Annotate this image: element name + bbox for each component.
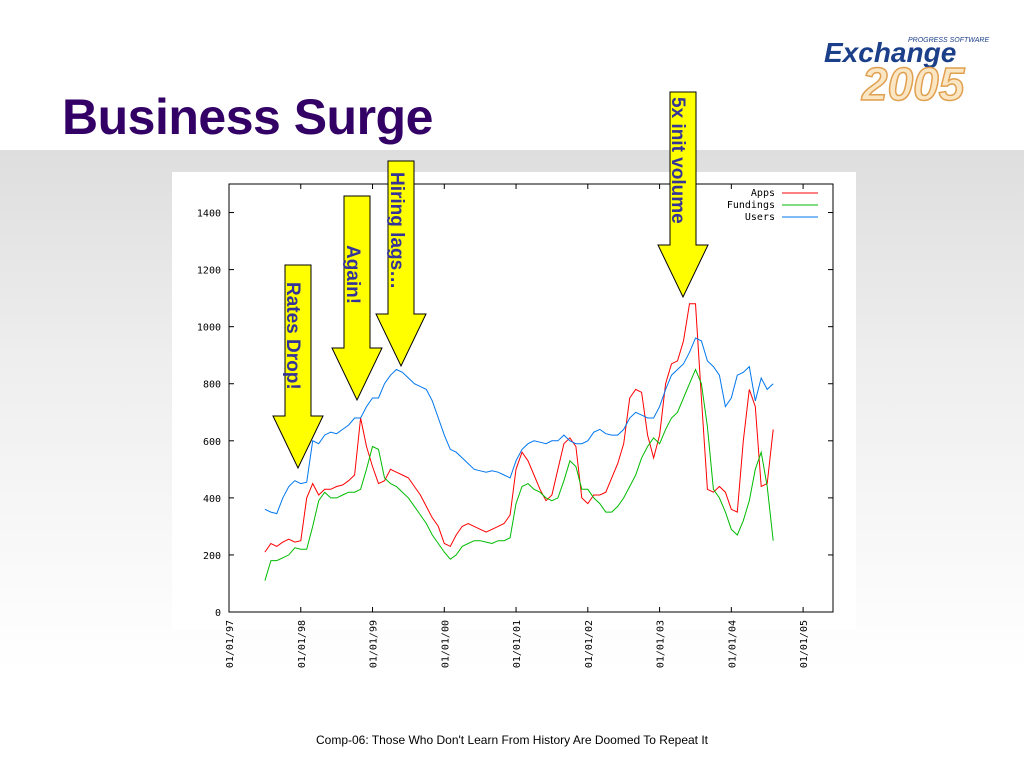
x-tick-label: 01/01/01 (512, 620, 523, 668)
x-tick-label: 01/01/99 (369, 620, 380, 668)
plot-frame (228, 183, 834, 613)
x-tick-label: 01/01/97 (225, 620, 236, 668)
annotation-label: Rates Drop! (282, 282, 303, 390)
annotation-label: Again! (342, 245, 363, 304)
annotation-arrow (375, 160, 427, 368)
x-tick-label: 01/01/02 (584, 620, 595, 668)
x-tick-label: 01/01/04 (727, 620, 738, 668)
y-tick-label: 1000 (197, 323, 221, 334)
annotation-label: Hiring lags… (386, 172, 407, 289)
x-tick-label: 01/01/03 (656, 620, 667, 668)
y-tick-label: 1200 (197, 266, 221, 277)
annotation-label: 5x init volume (667, 97, 688, 224)
logo-top-text: PROGRESS SOFTWARE (908, 37, 989, 44)
legend-label: Fundings (727, 200, 775, 211)
logo-year: 2005 (861, 58, 966, 103)
annotation-arrow (657, 91, 709, 299)
series-line-users (264, 337, 774, 515)
annotation-arrow (331, 195, 383, 402)
y-tick-label: 200 (203, 551, 221, 562)
y-tick-label: 800 (203, 380, 221, 391)
legend-label: Apps (751, 188, 775, 199)
logo-name: Exchange (824, 37, 956, 68)
chart-annotations: Rates Drop! Again! Hiring lags… 5x init vol… (272, 91, 709, 470)
chart-series (264, 303, 774, 581)
y-tick-label: 400 (203, 494, 221, 505)
chart-axes: 0 200 400 600 800 1000 1200 1400 01/01/97 01/01/9… (197, 183, 834, 668)
y-tick-label: 600 (203, 437, 221, 448)
y-tick-label: 0 (215, 608, 221, 619)
series-line-apps (264, 303, 774, 553)
slide-title: Business Surge (62, 89, 433, 145)
x-tick-label: 01/01/98 (297, 620, 308, 668)
series-line-fundings (264, 368, 774, 581)
y-tick-label: 1400 (197, 209, 221, 220)
annotation-arrow (272, 264, 324, 470)
x-tick-label: 01/01/05 (799, 620, 810, 668)
exchange-2005-logo: PROGRESS SOFTWARE Exchange 2005 (824, 37, 989, 103)
x-tick-label: 01/01/00 (440, 620, 451, 668)
slide-footer: Comp-06: Those Who Don't Learn From Hist… (315, 733, 709, 747)
legend-label: Users (745, 212, 775, 223)
